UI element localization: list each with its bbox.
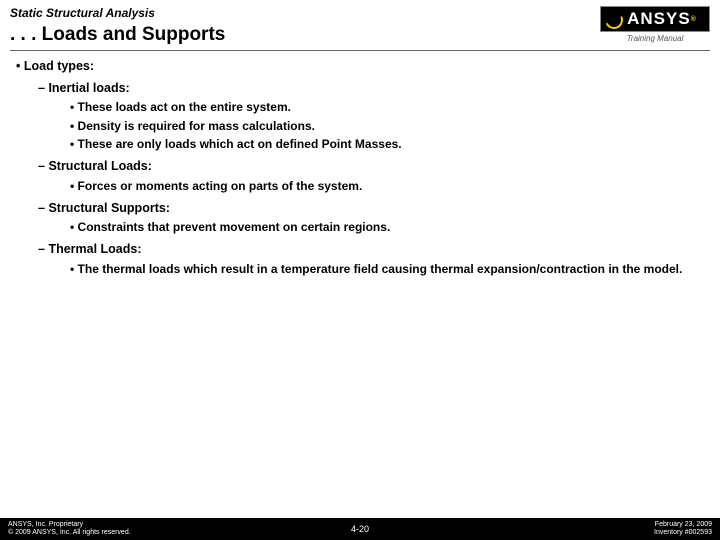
ansys-logo: ANSYS ® xyxy=(600,6,710,32)
footer-copyright: © 2009 ANSYS, Inc. All rights reserved. xyxy=(8,529,131,537)
slide-footer: ANSYS, Inc. Proprietary © 2009 ANSYS, In… xyxy=(0,518,720,540)
header-left: Static Structural Analysis . . . Loads a… xyxy=(10,6,600,48)
subheading-inertial: Inertial loads: xyxy=(38,79,704,97)
bullet-thermal-1: The thermal loads which result in a temp… xyxy=(70,261,704,278)
header-divider xyxy=(10,50,710,51)
bullet-structural-supports-1: Constraints that prevent movement on cer… xyxy=(70,219,704,236)
heading-load-types: Load types: xyxy=(16,57,704,75)
slide-header: Static Structural Analysis . . . Loads a… xyxy=(0,0,720,48)
footer-right: February 23, 2009 Inventory #002593 xyxy=(654,521,712,538)
training-manual-label: Training Manual xyxy=(600,34,710,43)
page-title: . . . Loads and Supports xyxy=(10,24,600,46)
chapter-title: Static Structural Analysis xyxy=(10,6,600,20)
logo-text: ANSYS xyxy=(627,9,691,29)
footer-page-number: 4-20 xyxy=(351,524,369,534)
footer-inventory: Inventory #002593 xyxy=(654,529,712,537)
bullet-inertial-2: Density is required for mass calculation… xyxy=(70,118,704,135)
bullet-structural-loads-1: Forces or moments acting on parts of the… xyxy=(70,178,704,195)
footer-date: February 23, 2009 xyxy=(654,521,712,529)
bullet-inertial-3: These are only loads which act on define… xyxy=(70,136,704,153)
bullet-inertial-1: These loads act on the entire system. xyxy=(70,99,704,116)
subheading-thermal: Thermal Loads: xyxy=(38,240,704,258)
subheading-structural-supports: Structural Supports: xyxy=(38,199,704,217)
subheading-structural-loads: Structural Loads: xyxy=(38,157,704,175)
footer-proprietary: ANSYS, Inc. Proprietary xyxy=(8,521,131,529)
logo-arc-icon xyxy=(602,8,625,31)
header-right: ANSYS ® Training Manual xyxy=(600,6,710,43)
slide-content: Load types: Inertial loads: These loads … xyxy=(0,57,720,278)
footer-left: ANSYS, Inc. Proprietary © 2009 ANSYS, In… xyxy=(8,521,131,538)
registered-icon: ® xyxy=(691,16,697,23)
